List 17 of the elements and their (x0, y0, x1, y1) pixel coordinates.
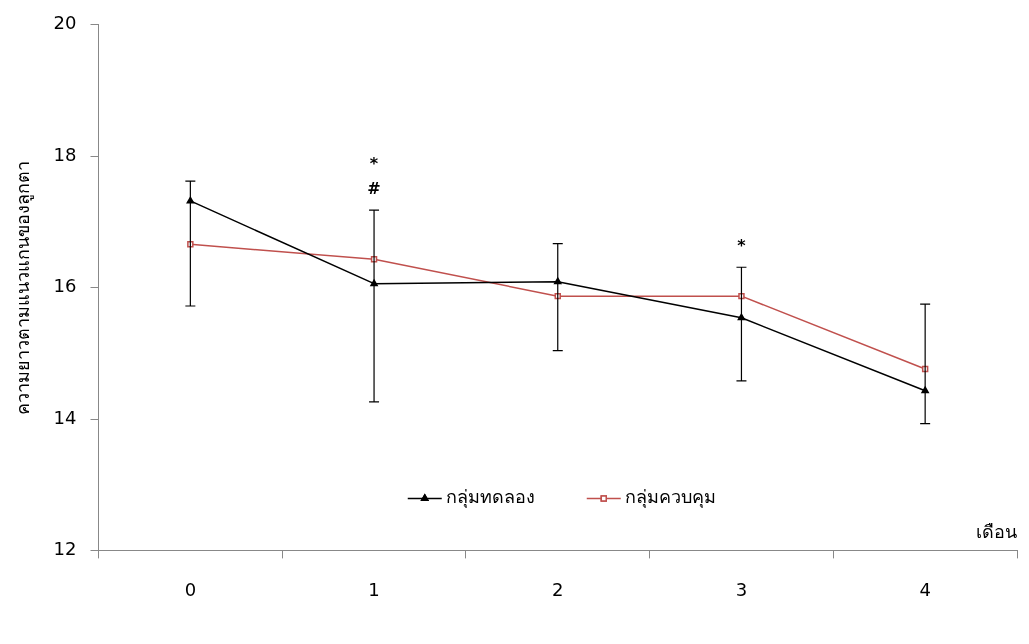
x-tick-label: 3 (735, 578, 748, 600)
y-tick-label: 12 (53, 538, 77, 560)
annotation: * (369, 154, 379, 174)
y-tick-label: 18 (53, 143, 77, 165)
legend-label: กลุ่มควบคุม (624, 486, 716, 509)
legend-label: กลุ่มทดลอง (445, 486, 535, 509)
x-tick-label: 0 (184, 578, 197, 600)
y-tick-label: 14 (53, 406, 77, 428)
x-axis-title: เดือน (976, 521, 1017, 543)
y-tick-label: 16 (53, 275, 77, 297)
annotation: # (367, 179, 381, 199)
annotation: * (737, 236, 747, 256)
x-tick-label: 2 (552, 578, 564, 600)
y-tick-label: 20 (53, 12, 77, 34)
y-axis-title: ความยาวตามแนวแกนของลูกตา (12, 160, 35, 415)
x-tick-label: 1 (368, 578, 380, 600)
x-tick-label: 4 (919, 578, 931, 600)
